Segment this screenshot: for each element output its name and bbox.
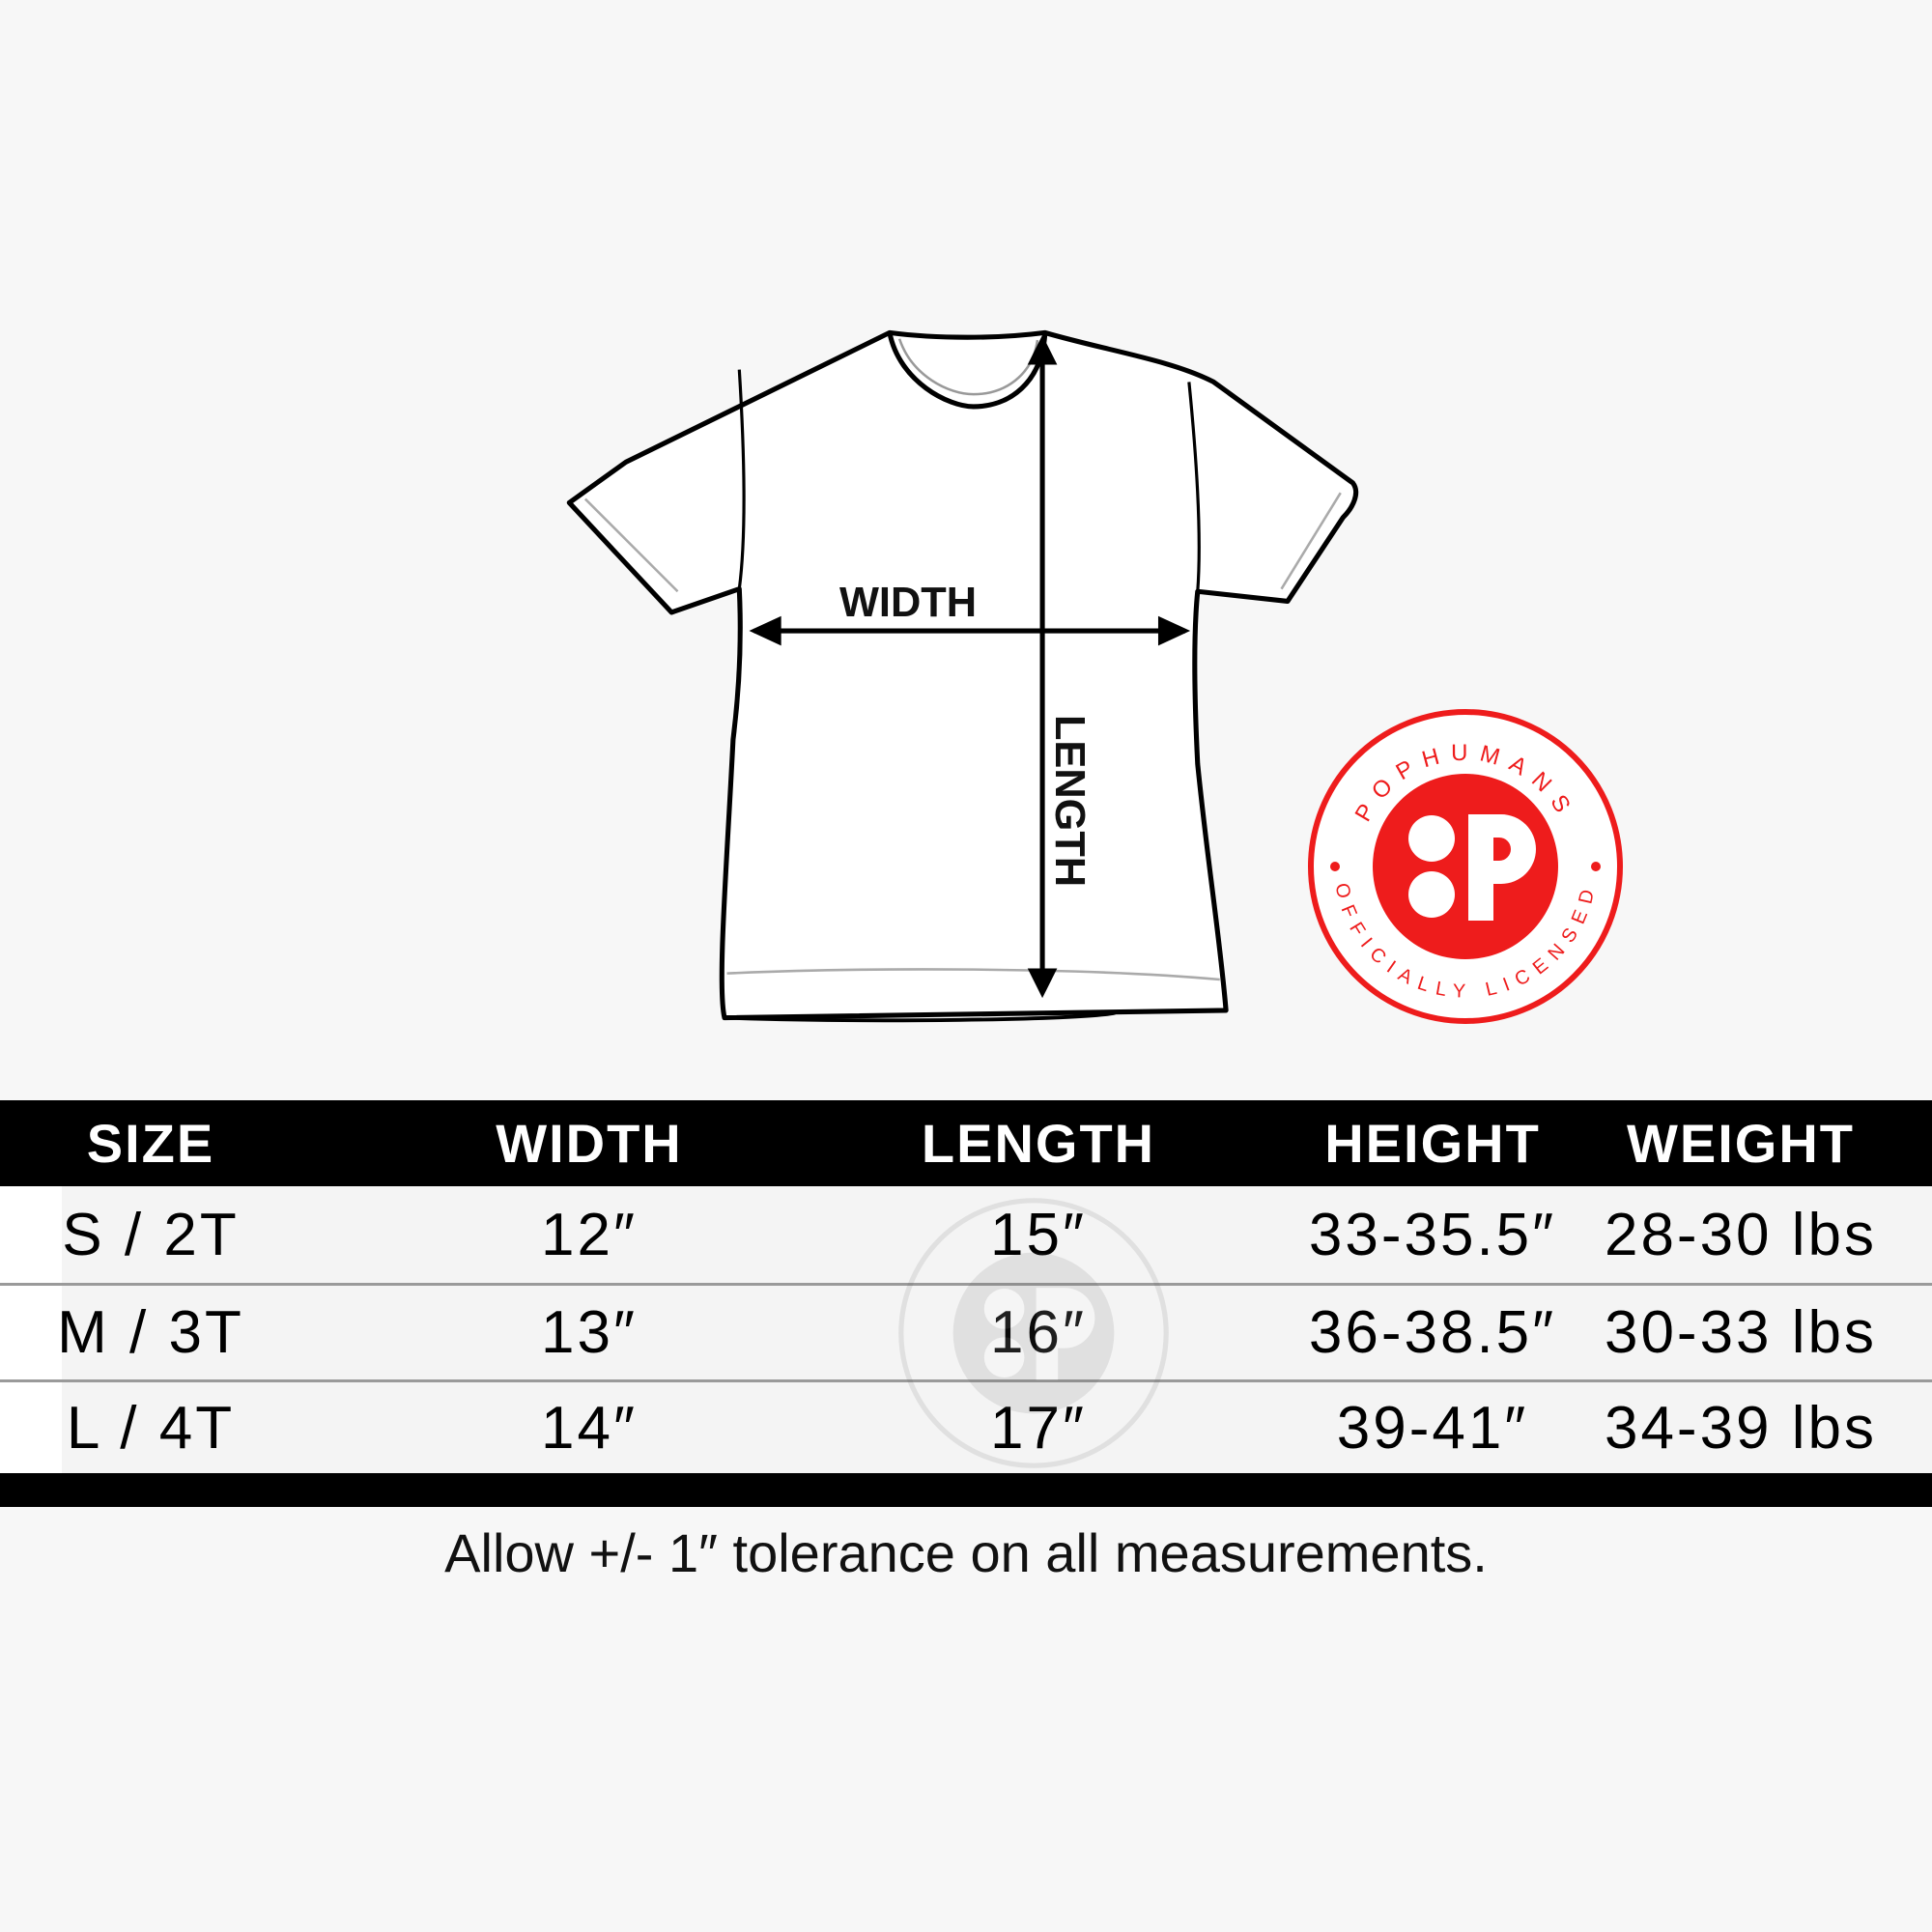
table-row: S / 2T 12″ 15″ 33-35.5″ 28-30 lbs [0,1186,1932,1283]
table-row: L / 4T 14″ 17″ 39-41″ 34-39 lbs [0,1382,1932,1473]
header-height: HEIGHT [1324,1113,1541,1174]
header-size: SIZE [86,1113,215,1174]
cell-width: 12″ [541,1201,638,1268]
width-label: WIDTH [839,580,977,626]
watermark-logo [898,1198,1169,1468]
cell-height: 39-41″ [1336,1394,1529,1462]
cell-size: S / 2T [62,1201,240,1268]
table-header: SIZE WIDTH LENGTH HEIGHT WEIGHT [0,1100,1932,1186]
table-footer-bar [0,1473,1932,1507]
cell-size: M / 3T [57,1299,244,1366]
cell-height: 33-35.5″ [1308,1201,1557,1268]
cell-length: 15″ [990,1201,1087,1268]
pophumans-licensed-badge: POPHUMANS OFFICIALLY LICENSED [1308,709,1623,1024]
row-divider [0,1379,1932,1382]
header-length: LENGTH [921,1113,1156,1174]
cell-height: 36-38.5″ [1308,1299,1557,1366]
header-width: WIDTH [496,1113,683,1174]
cell-weight: 28-30 lbs [1604,1201,1878,1268]
cell-length: 17″ [990,1394,1087,1462]
header-weight: WEIGHT [1627,1113,1855,1174]
tshirt-outline [566,329,1359,1021]
tolerance-note: Allow +/- 1″ tolerance on all measuremen… [444,1522,1488,1583]
length-label: LENGTH [1046,715,1093,887]
cell-weight: 30-33 lbs [1604,1299,1878,1366]
cell-size: L / 4T [66,1394,236,1462]
cell-width: 13″ [541,1299,638,1366]
table-row: M / 3T 13″ 16″ 36-38.5″ 30-33 lbs [0,1286,1932,1379]
row-divider [0,1283,1932,1286]
cell-weight: 34-39 lbs [1604,1394,1878,1462]
cell-length: 16″ [990,1286,1087,1379]
cell-width: 14″ [541,1394,638,1462]
tshirt-diagram: WIDTH LENGTH [566,329,1359,1023]
